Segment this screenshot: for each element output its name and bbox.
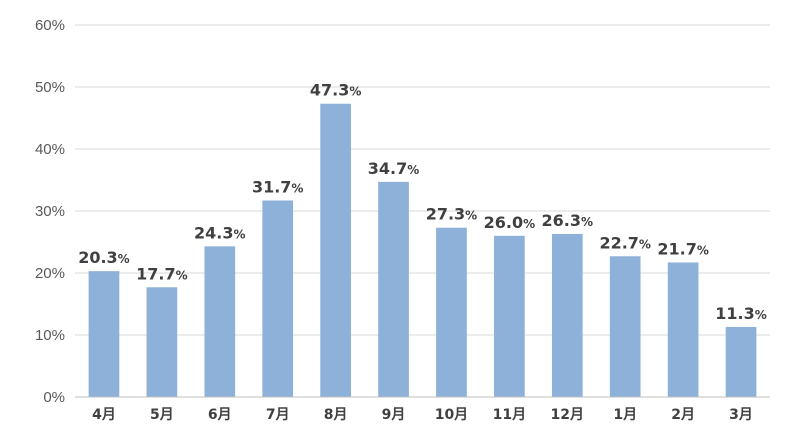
x-tick-label: 10月 (435, 407, 468, 423)
data-label: 21.7% (657, 239, 709, 258)
x-tick-label: 11月 (493, 407, 526, 423)
bar (88, 271, 120, 397)
bar (262, 200, 294, 397)
data-label: 17.7% (136, 264, 188, 283)
gridlines (75, 24, 770, 336)
bar (609, 256, 641, 397)
bar (725, 326, 757, 397)
x-tick-label: 12月 (551, 407, 584, 423)
data-label: 31.7% (252, 177, 304, 196)
data-label: 34.7% (368, 159, 420, 178)
data-label: 24.3% (194, 223, 246, 242)
x-tick-label: 2月 (671, 407, 695, 423)
x-tick-label: 8月 (324, 407, 348, 423)
x-tick-label: 3月 (729, 407, 753, 423)
x-tick-label: 5月 (150, 407, 174, 423)
bar (146, 287, 178, 397)
y-tick-label: 30% (35, 203, 65, 220)
bar (667, 262, 699, 397)
bar (320, 103, 351, 398)
bar (204, 246, 236, 397)
data-label: 22.7% (599, 233, 651, 252)
x-tick-label: 9月 (382, 407, 406, 423)
y-axis-tick-labels: 0% 10% 20% 30% 40% 50% 60% (35, 17, 65, 406)
bar (494, 235, 525, 397)
data-label: 26.0% (484, 213, 536, 232)
bar (378, 181, 409, 397)
bar (436, 227, 467, 397)
y-tick-label: 20% (35, 265, 65, 282)
x-tick-label: 1月 (613, 407, 637, 423)
x-tick-label: 6月 (208, 407, 232, 423)
x-tick-label: 7月 (266, 407, 290, 423)
data-label: 47.3% (310, 81, 362, 100)
y-tick-label: 40% (35, 141, 65, 158)
data-label: 26.3% (542, 211, 594, 230)
bar (551, 233, 583, 397)
bars (88, 103, 757, 398)
data-label: 27.3% (426, 205, 478, 224)
x-tick-label: 4月 (92, 407, 116, 423)
y-tick-label: 50% (35, 79, 65, 96)
data-labels: 20.3% 17.7% 24.3% 31.7% 47.3% 34.7% 27.3% 26.0%… (78, 81, 767, 323)
y-tick-label: 10% (35, 327, 65, 344)
data-label: 20.3% (78, 248, 130, 267)
y-tick-label: 0% (43, 389, 65, 406)
y-tick-label: 60% (35, 17, 65, 34)
data-label: 11.3% (715, 304, 767, 323)
x-axis-tick-labels: 4月 5月 6月 7月 8月 9月 10月 11月 12月 1月 2月 3月 (92, 407, 753, 423)
